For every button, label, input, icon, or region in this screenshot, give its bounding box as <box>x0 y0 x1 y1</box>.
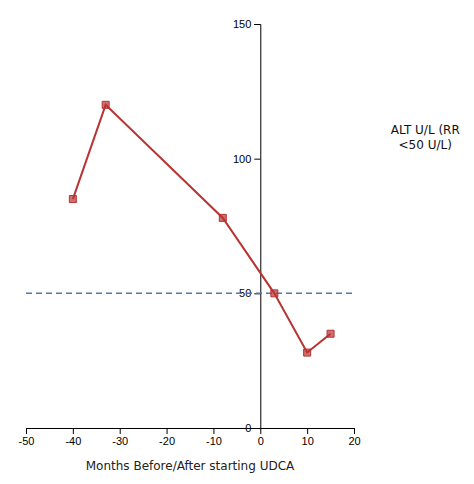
x-tick: -40 <box>65 428 81 447</box>
x-tick-mark <box>73 428 74 434</box>
x-tick-mark <box>354 428 355 434</box>
x-tick-label: -20 <box>159 435 175 447</box>
y-tick-mark <box>254 159 260 160</box>
marker <box>69 196 76 203</box>
chart: -50-40-30-20-1001020050100150Months Befo… <box>0 0 474 484</box>
x-tick-mark <box>213 428 214 434</box>
x-axis-title: Months Before/After starting UDCA <box>86 459 295 473</box>
y-tick: 0 <box>245 422 260 434</box>
y-axis-title: ALT U/L (RR<50 U/L) <box>391 123 460 152</box>
marker <box>271 290 278 297</box>
x-tick-label: -50 <box>19 435 35 447</box>
x-tick-mark <box>307 428 308 434</box>
y-axis-line <box>254 25 260 429</box>
plot: -50-40-30-20-1001020050100150Months Befo… <box>19 18 460 473</box>
y-tick-label: 0 <box>245 422 251 434</box>
y-tick-label: 150 <box>233 18 251 30</box>
x-tick: 10 <box>302 428 314 447</box>
y-tick-mark <box>254 428 260 429</box>
y-tick-mark <box>254 24 260 25</box>
x-tick: -20 <box>159 428 175 447</box>
x-tick: 0 <box>258 428 264 447</box>
x-axis-line <box>27 429 355 435</box>
x-tick: 20 <box>348 428 360 447</box>
x-tick-label: 10 <box>302 435 314 447</box>
y-axis-title-line: ALT U/L (RR <box>391 123 460 137</box>
reference-line <box>26 293 354 295</box>
x-tick: -50 <box>19 428 35 447</box>
x-axis: -50 -40 -30 -20 -10 0 10 20 <box>19 428 361 447</box>
y-axis: 050100150 <box>233 18 261 434</box>
y-axis-title-line: <50 U/L) <box>399 138 452 152</box>
x-tick-label: 0 <box>258 435 264 447</box>
series-line <box>73 105 331 353</box>
marks <box>26 101 354 356</box>
x-tick-mark <box>120 428 121 434</box>
x-tick: -10 <box>206 428 222 447</box>
x-tick-label: -40 <box>65 435 81 447</box>
x-tick-mark <box>26 428 27 434</box>
marker <box>304 349 311 356</box>
x-tick-mark <box>167 428 168 434</box>
y-tick: 100 <box>233 153 260 165</box>
x-tick-label: 20 <box>348 435 360 447</box>
marker <box>327 330 334 337</box>
y-tick-label: 100 <box>233 153 251 165</box>
x-tick: -30 <box>112 428 128 447</box>
marker <box>219 214 226 221</box>
y-tick: 150 <box>233 18 260 30</box>
x-tick-label: -10 <box>206 435 222 447</box>
marker <box>102 101 109 108</box>
x-tick-label: -30 <box>112 435 128 447</box>
